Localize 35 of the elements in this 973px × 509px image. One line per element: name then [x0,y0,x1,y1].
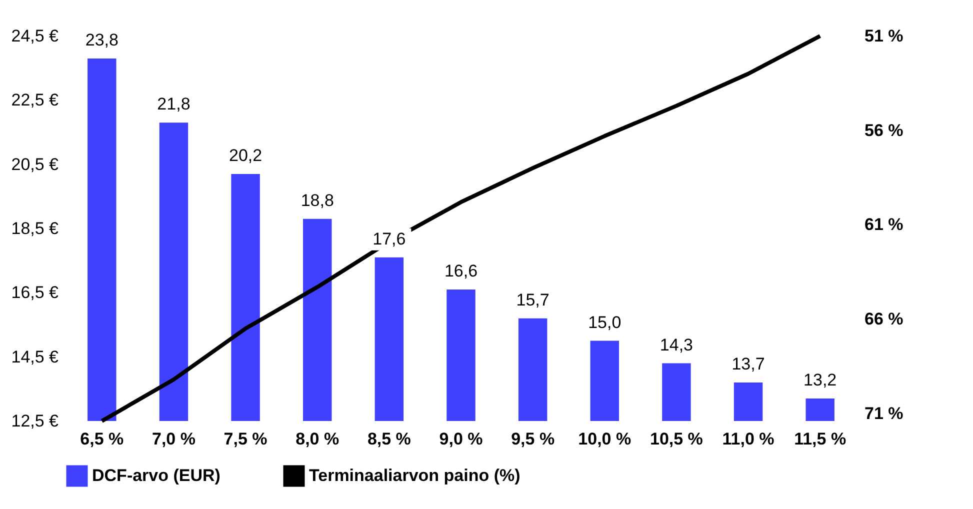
y-tick-label: 22,5 € [11,90,60,110]
y-tick-label: 20,5 € [11,154,60,174]
x-tick-label: 7,0 % [152,430,196,448]
legend-label: Terminaaliarvon paino (%) [309,466,520,485]
y2-tick-label: 51 % [864,26,904,46]
data-label: 16,6 [444,261,478,280]
y2-tick-label: 61 % [864,215,904,234]
y2-tick-label: 56 % [864,120,904,140]
data-label: 13,2 [804,370,837,390]
x-tick-label: 8,5 % [367,430,411,448]
y-tick-label: 12,5 € [11,412,60,430]
data-label: 15,7 [516,290,550,310]
data-label: 20,2 [229,146,262,165]
x-tick-label: 10,0 % [578,430,632,448]
y2-tick-label: 66 % [864,310,904,329]
data-label: 13,7 [732,354,765,374]
data-label: 23,8 [85,30,118,50]
x-tick-label: 8,0 % [296,430,340,448]
y-tick-label: 24,5 € [11,26,60,46]
data-label: 18,8 [300,190,334,210]
y-tick-label: 16,5 € [11,283,60,302]
data-label: 15,0 [588,312,622,332]
x-tick-label: 7,5 % [224,430,268,448]
x-tick-label: 9,0 % [439,430,483,448]
x-tick-label: 11,0 % [722,430,774,448]
x-tick-label: 11,5 % [794,430,846,448]
x-tick-label: 6,5 % [80,430,124,448]
data-label: 21,8 [157,94,190,114]
legend-label: DCF-arvo (EUR) [92,466,220,485]
data-label: 14,3 [660,335,693,354]
y-tick-label: 18,5 € [11,219,60,238]
y-tick-label: 14,5 € [11,347,60,366]
y2-tick-label: 71 % [864,404,904,423]
x-tick-label: 10,5 % [650,430,703,448]
x-tick-label: 9,5 % [511,430,555,448]
